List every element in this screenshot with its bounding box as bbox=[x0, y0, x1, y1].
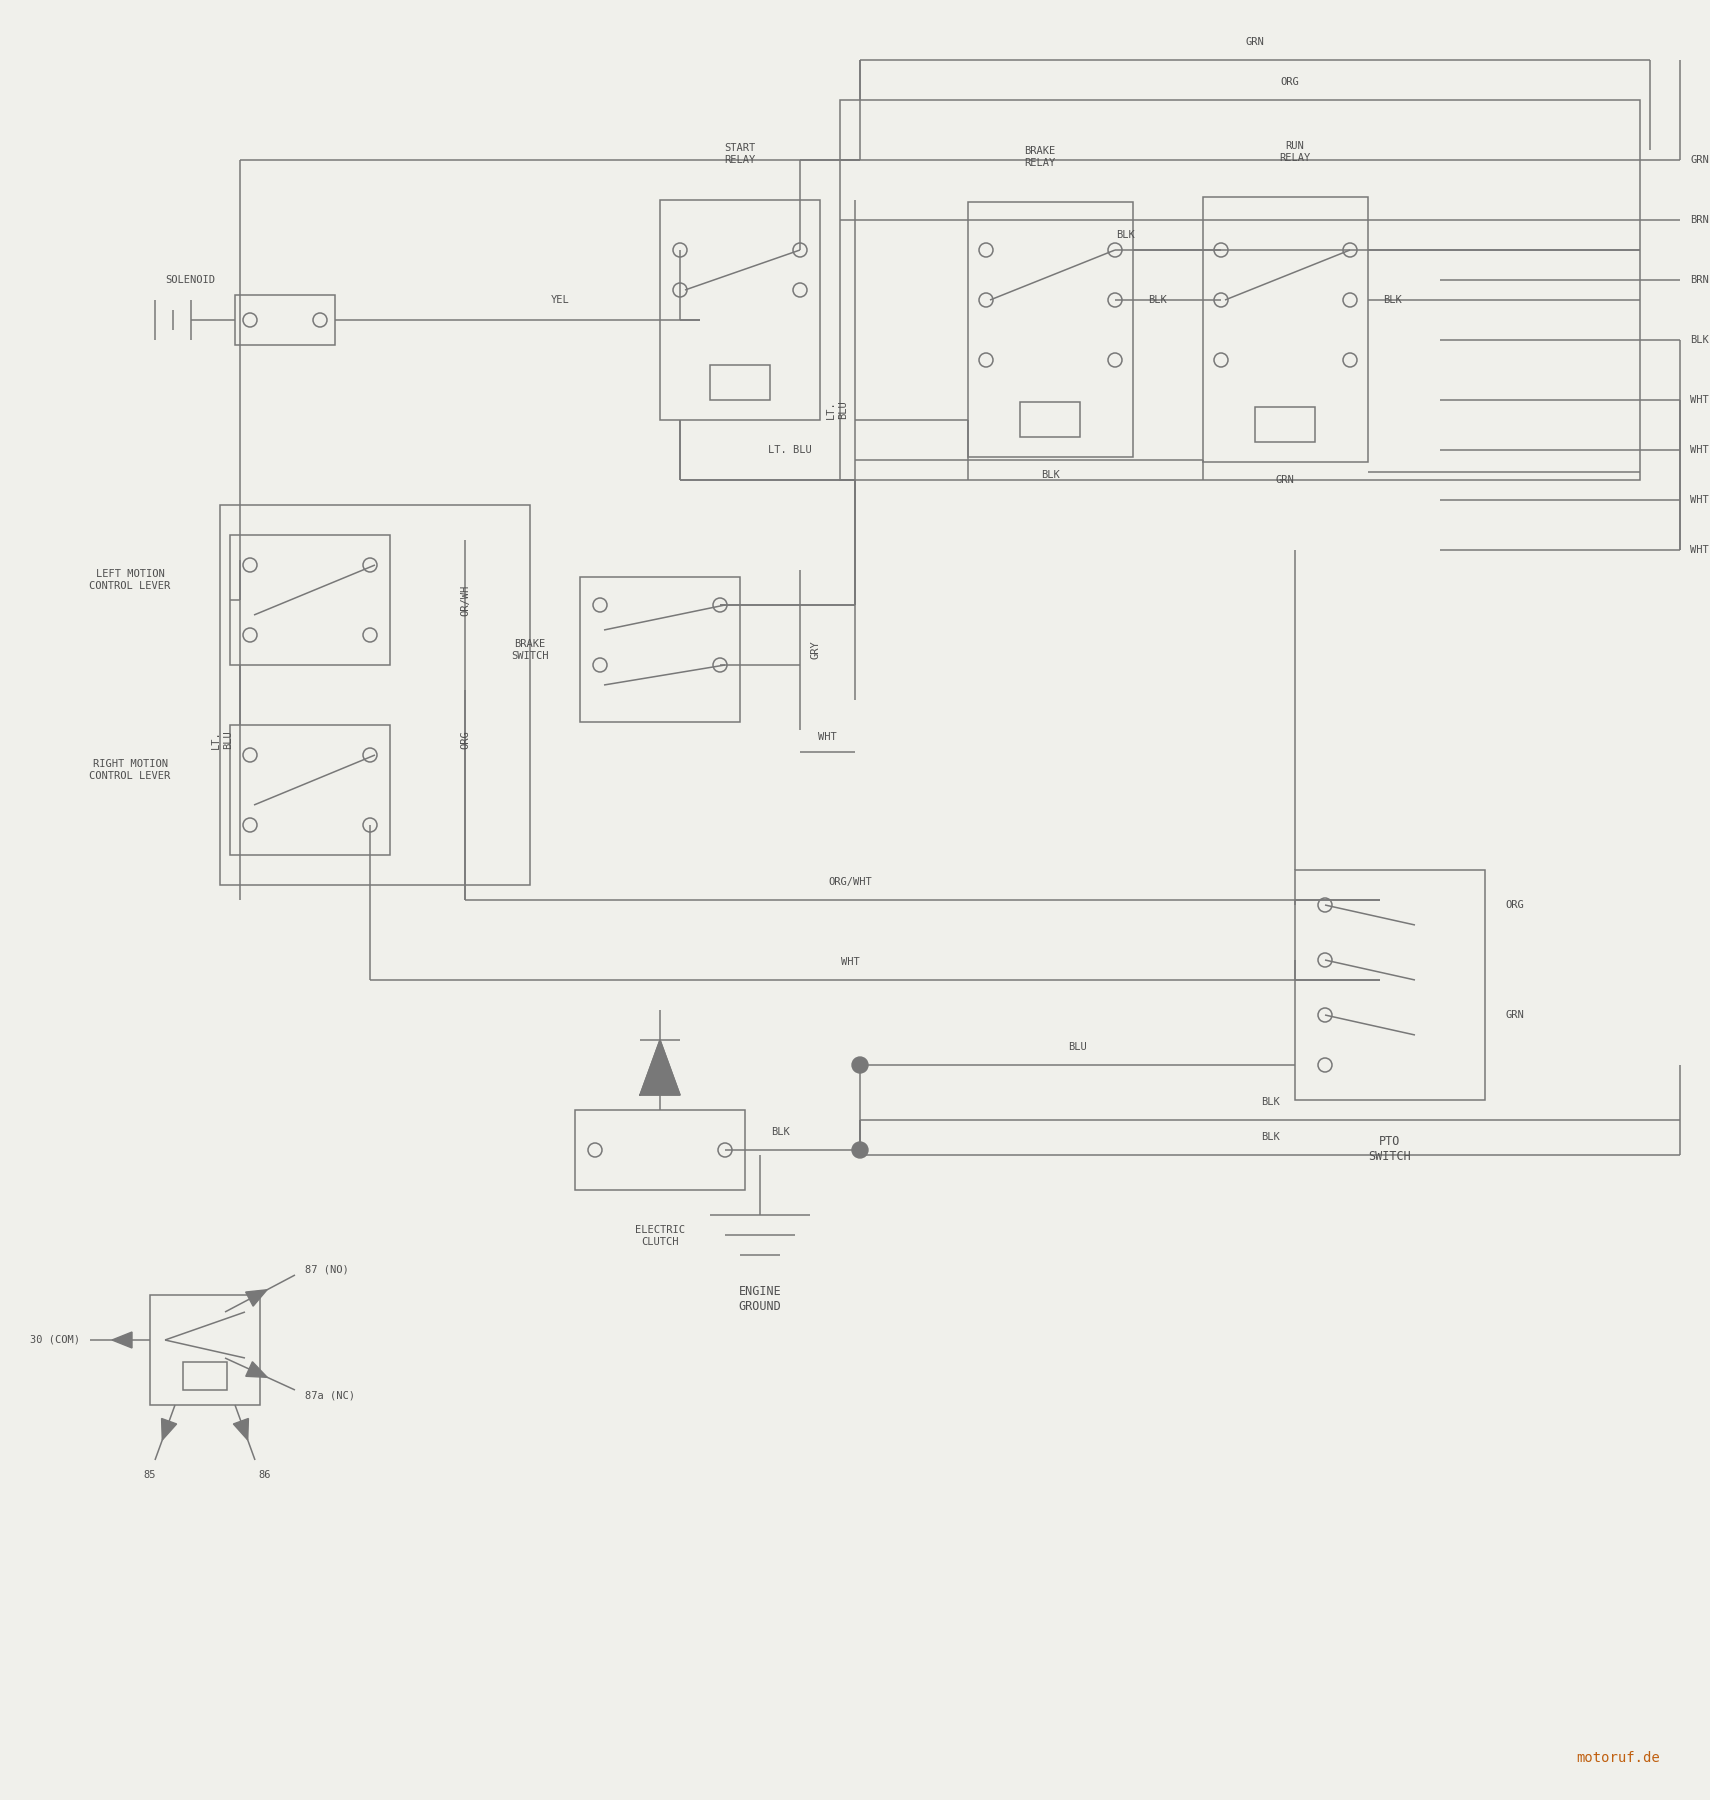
Text: LT.
BLU: LT. BLU bbox=[826, 401, 848, 419]
Text: GRN: GRN bbox=[1689, 155, 1708, 166]
Text: WHT: WHT bbox=[1689, 445, 1708, 455]
Text: 85: 85 bbox=[144, 1471, 156, 1480]
Text: 86: 86 bbox=[258, 1471, 272, 1480]
Text: START
RELAY: START RELAY bbox=[725, 144, 756, 166]
Text: BRN: BRN bbox=[1689, 275, 1708, 284]
Bar bbox=[1019, 401, 1081, 437]
Text: WHT: WHT bbox=[1689, 495, 1708, 506]
Circle shape bbox=[852, 1141, 869, 1157]
Bar bbox=[221, 506, 530, 886]
Bar bbox=[1294, 869, 1484, 1100]
Bar bbox=[575, 1111, 746, 1190]
Bar bbox=[840, 101, 1640, 481]
Text: LT. BLU: LT. BLU bbox=[768, 445, 812, 455]
Bar bbox=[231, 725, 390, 855]
Text: GRY: GRY bbox=[811, 641, 821, 659]
Text: BLK: BLK bbox=[1147, 295, 1166, 304]
Text: GRN: GRN bbox=[1505, 1010, 1524, 1021]
Text: SOLENOID: SOLENOID bbox=[164, 275, 215, 284]
Text: WHT: WHT bbox=[1689, 545, 1708, 554]
Text: LEFT MOTION
CONTROL LEVER: LEFT MOTION CONTROL LEVER bbox=[89, 569, 171, 590]
Polygon shape bbox=[111, 1332, 132, 1348]
Text: BRAKE
RELAY: BRAKE RELAY bbox=[1024, 146, 1055, 167]
Text: WHT: WHT bbox=[841, 958, 860, 967]
Polygon shape bbox=[640, 1040, 681, 1094]
Text: BLK: BLK bbox=[1260, 1132, 1279, 1141]
Text: ORG: ORG bbox=[460, 731, 470, 749]
Bar bbox=[1255, 407, 1315, 443]
Text: ENGINE
GROUND: ENGINE GROUND bbox=[739, 1285, 781, 1312]
Text: BRN: BRN bbox=[1689, 214, 1708, 225]
Text: 30 (COM): 30 (COM) bbox=[31, 1336, 80, 1345]
Text: WHT: WHT bbox=[1689, 394, 1708, 405]
Polygon shape bbox=[246, 1291, 267, 1307]
Text: BRAKE
SWITCH: BRAKE SWITCH bbox=[511, 639, 549, 661]
Text: BLK: BLK bbox=[1689, 335, 1708, 346]
Circle shape bbox=[852, 1057, 869, 1073]
Bar bbox=[150, 1294, 260, 1406]
Text: 87a (NC): 87a (NC) bbox=[304, 1390, 356, 1400]
Text: GRN: GRN bbox=[1276, 475, 1294, 484]
Bar bbox=[1204, 196, 1368, 463]
Polygon shape bbox=[161, 1418, 176, 1440]
Text: OR/WH: OR/WH bbox=[460, 585, 470, 616]
Bar bbox=[183, 1363, 227, 1390]
Text: ORG: ORG bbox=[1505, 900, 1524, 911]
Text: GRN: GRN bbox=[1245, 38, 1264, 47]
Bar bbox=[231, 535, 390, 664]
Text: BLK: BLK bbox=[771, 1127, 790, 1138]
Text: ORG: ORG bbox=[1281, 77, 1300, 86]
Text: LT.
BLU: LT. BLU bbox=[212, 731, 233, 749]
Text: YEL: YEL bbox=[551, 295, 569, 304]
Text: BLU: BLU bbox=[1067, 1042, 1086, 1051]
Text: PTO
SWITCH: PTO SWITCH bbox=[1368, 1136, 1411, 1163]
Text: ORG/WHT: ORG/WHT bbox=[828, 877, 872, 887]
Bar bbox=[660, 200, 821, 419]
Text: BLK: BLK bbox=[1115, 230, 1134, 239]
Bar bbox=[234, 295, 335, 346]
Text: 87 (NO): 87 (NO) bbox=[304, 1265, 349, 1274]
Text: WHT: WHT bbox=[817, 733, 836, 742]
Text: ELECTRIC
CLUTCH: ELECTRIC CLUTCH bbox=[634, 1226, 686, 1247]
Text: RUN
RELAY: RUN RELAY bbox=[1279, 142, 1310, 164]
Bar bbox=[968, 202, 1134, 457]
Polygon shape bbox=[246, 1363, 267, 1377]
Text: motoruf.de: motoruf.de bbox=[1577, 1751, 1660, 1766]
Polygon shape bbox=[233, 1418, 248, 1440]
Text: BLK: BLK bbox=[1260, 1096, 1279, 1107]
Text: RIGHT MOTION
CONTROL LEVER: RIGHT MOTION CONTROL LEVER bbox=[89, 760, 171, 781]
Text: BLK: BLK bbox=[1041, 470, 1060, 481]
Bar bbox=[580, 578, 740, 722]
Text: BLK: BLK bbox=[1383, 295, 1402, 304]
Bar bbox=[710, 365, 770, 400]
